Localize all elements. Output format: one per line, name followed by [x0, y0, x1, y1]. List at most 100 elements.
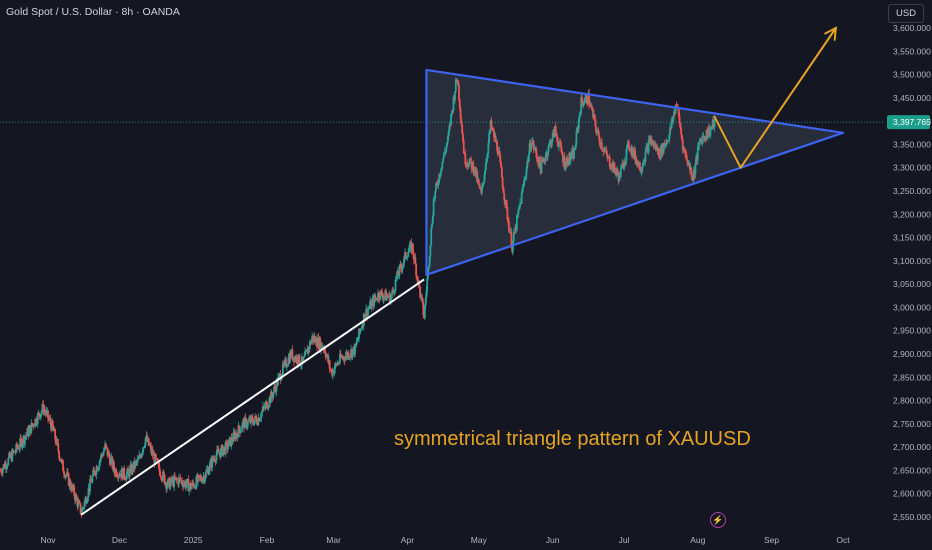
- candle-body: [615, 171, 617, 175]
- candle-body: [18, 447, 21, 450]
- candle-body: [43, 409, 46, 412]
- candle-body: [679, 123, 682, 128]
- candle-body: [446, 142, 448, 146]
- candle-body: [523, 180, 525, 186]
- currency-button[interactable]: USD: [888, 4, 924, 23]
- candle-body: [554, 126, 557, 134]
- candle-body: [150, 445, 153, 453]
- candle-body: [304, 350, 307, 352]
- candle-body: [672, 116, 675, 122]
- candle-body: [302, 357, 305, 361]
- candle-body: [640, 171, 643, 173]
- candle-body: [433, 198, 436, 200]
- candle-body: [458, 99, 461, 109]
- candle-body: [585, 95, 588, 104]
- candle-body: [623, 160, 626, 166]
- candle-body: [163, 474, 166, 485]
- candle-body: [567, 164, 570, 166]
- candle-body: [583, 102, 586, 104]
- candle-body: [143, 446, 145, 448]
- candle-body: [508, 221, 510, 232]
- candle-body: [192, 482, 195, 485]
- candle-body: [260, 412, 263, 418]
- candle-body: [65, 475, 68, 476]
- candle-body: [347, 352, 350, 359]
- candle-body: [222, 449, 225, 456]
- lightning-icon[interactable]: ⚡: [710, 512, 726, 528]
- candle-body: [330, 369, 333, 372]
- candle-body: [641, 166, 644, 172]
- candle-body: [500, 167, 503, 178]
- candle-body: [412, 243, 414, 254]
- candle-body: [430, 228, 433, 246]
- candle-body: [397, 275, 400, 277]
- candle-body: [198, 475, 201, 478]
- candle-body: [670, 119, 673, 129]
- price-axis: [885, 0, 932, 550]
- candle-body: [412, 253, 415, 260]
- candle-body: [683, 147, 686, 150]
- candle-body: [532, 140, 535, 149]
- candle-body: [518, 207, 521, 210]
- candle-body: [419, 286, 422, 298]
- candle-body: [42, 403, 45, 413]
- candle-body: [144, 437, 147, 446]
- candle-body: [542, 158, 545, 161]
- candle-body: [204, 478, 206, 482]
- candle-body: [78, 501, 81, 504]
- candle-body: [491, 128, 494, 129]
- candle-body: [81, 508, 84, 515]
- candle-body: [1, 468, 4, 474]
- candle-body: [20, 439, 23, 448]
- candle-body: [368, 307, 371, 309]
- candle-body: [616, 169, 619, 175]
- candle-body: [169, 482, 172, 489]
- candle-body: [698, 141, 701, 146]
- candle-body: [230, 437, 233, 447]
- candle-body: [483, 175, 486, 182]
- candle-body: [609, 166, 612, 169]
- candle-body: [73, 486, 76, 496]
- candle-body: [277, 374, 280, 378]
- candle-body: [516, 215, 518, 230]
- candle-body: [179, 477, 182, 481]
- candle-body: [247, 420, 249, 426]
- candle-body: [16, 443, 18, 449]
- candle-body: [239, 430, 242, 434]
- candle-body: [492, 128, 495, 130]
- candle-body: [39, 413, 42, 418]
- y-tick-label: 3,200.000: [893, 209, 931, 219]
- candle-body: [66, 472, 68, 476]
- candle-body: [166, 479, 169, 487]
- candle-body: [653, 145, 656, 147]
- candle-body: [414, 256, 417, 265]
- candle-body: [93, 471, 96, 475]
- candle-body: [533, 148, 536, 150]
- candle-body: [30, 422, 33, 434]
- pattern-annotation: symmetrical triangle pattern of XAUUSD: [394, 428, 751, 450]
- candle-body: [7, 457, 10, 465]
- candle-body: [376, 299, 379, 301]
- candle-body: [687, 163, 690, 165]
- candle-body: [427, 266, 430, 268]
- candle-body: [200, 476, 203, 481]
- candle-body: [351, 349, 354, 358]
- candle-body: [166, 486, 168, 489]
- x-tick-label: Sep: [764, 535, 779, 545]
- candle-body: [159, 475, 162, 477]
- candle-body: [75, 494, 78, 499]
- candle-body: [437, 183, 440, 185]
- candle-body: [520, 192, 523, 204]
- candle-body: [390, 294, 393, 299]
- candle-body: [355, 341, 358, 345]
- candle-body: [275, 380, 278, 393]
- candle-body: [450, 113, 452, 125]
- candle-body: [496, 140, 498, 151]
- candle-body: [243, 417, 246, 429]
- candle-body: [484, 170, 487, 176]
- candle-body: [162, 471, 165, 475]
- candle-body: [138, 455, 141, 459]
- x-tick-label: 2025: [184, 535, 203, 545]
